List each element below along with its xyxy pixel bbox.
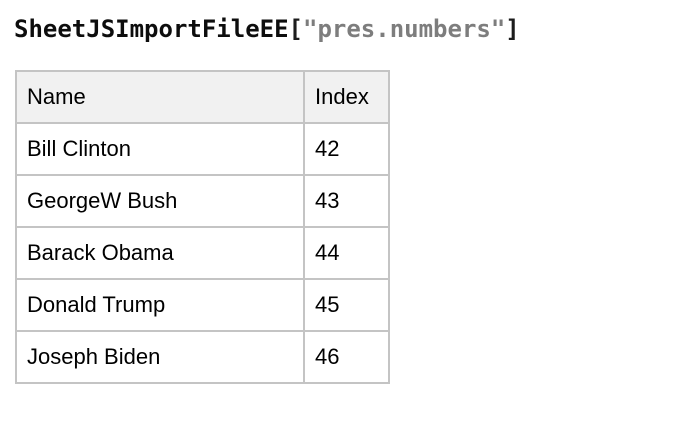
cell-index: 43 [303, 174, 390, 228]
table-row: GeorgeW Bush 43 [15, 174, 390, 228]
table-header-row: Name Index [15, 70, 390, 124]
cell-name: Barack Obama [15, 226, 305, 280]
cell-name: Joseph Biden [15, 330, 305, 384]
app-screen: SheetJSImportFileEE["pres.numbers"] Name… [0, 13, 684, 433]
table-row: Bill Clinton 42 [15, 122, 390, 176]
cell-index: 46 [303, 330, 390, 384]
column-header-index: Index [303, 70, 390, 124]
title-close-bracket: ] [505, 15, 520, 43]
cell-name: Donald Trump [15, 278, 305, 332]
table-row: Joseph Biden 46 [15, 330, 390, 384]
table-row: Donald Trump 45 [15, 278, 390, 332]
column-header-name: Name [15, 70, 305, 124]
presidents-table: Name Index Bill Clinton 42 GeorgeW Bush … [15, 70, 390, 384]
title-filename: "pres.numbers" [303, 15, 506, 43]
table-row: Barack Obama 44 [15, 226, 390, 280]
cell-index: 42 [303, 122, 390, 176]
cell-name: Bill Clinton [15, 122, 305, 176]
cell-index: 45 [303, 278, 390, 332]
cell-name: GeorgeW Bush [15, 174, 305, 228]
title-open-bracket: [ [288, 15, 303, 43]
title-component-name: SheetJSImportFileEE [14, 15, 289, 43]
page-title: SheetJSImportFileEE["pres.numbers"] [14, 13, 684, 45]
cell-index: 44 [303, 226, 390, 280]
